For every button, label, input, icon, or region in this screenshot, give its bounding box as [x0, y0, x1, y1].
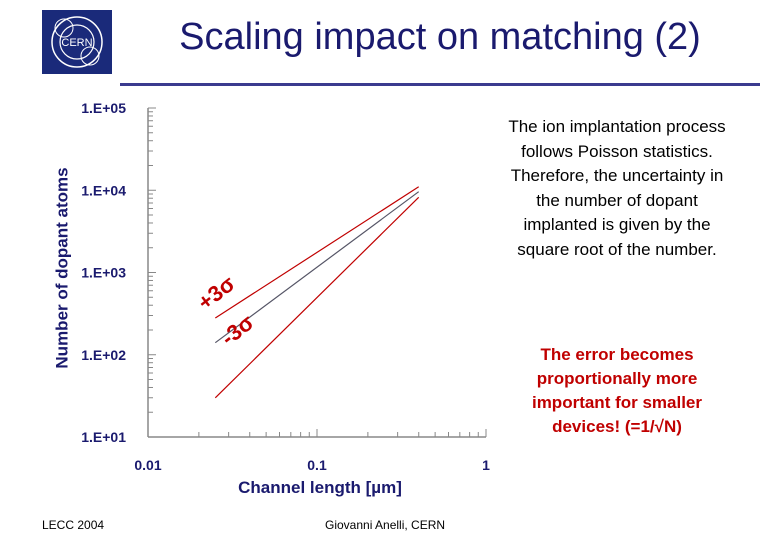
- sigma-annotation: +3σ: [193, 271, 240, 315]
- y-tick-label: 1.E+03: [81, 265, 126, 281]
- x-tick-label: 0.01: [134, 457, 161, 473]
- series-line: [214, 196, 420, 399]
- series-line: [214, 186, 420, 319]
- logo-text: CERN: [61, 37, 92, 49]
- cern-logo: CERN: [42, 10, 112, 74]
- y-tick-label: 1.E+04: [81, 182, 126, 198]
- series-line: [214, 191, 420, 344]
- emphasis-text: The error becomes proportionally more im…: [531, 345, 703, 436]
- x-tick-label: 0.1: [307, 457, 327, 473]
- slide-title: Scaling impact on matching (2): [179, 16, 701, 58]
- x-axis-label: Channel length [µm]: [238, 478, 402, 497]
- title-divider: [120, 83, 760, 86]
- y-tick-label: 1.E+01: [81, 429, 126, 445]
- y-tick-label: 1.E+05: [81, 100, 126, 116]
- footer-author: Giovanni Anelli, CERN: [325, 518, 446, 532]
- y-tick-label: 1.E+02: [81, 347, 126, 363]
- explanation-text: The ion implantation process follows Poi…: [508, 117, 726, 259]
- y-axis-label: Number of dopant atoms: [52, 167, 72, 369]
- x-tick-label: 1: [482, 457, 490, 473]
- footer-conference: LECC 2004: [42, 518, 105, 532]
